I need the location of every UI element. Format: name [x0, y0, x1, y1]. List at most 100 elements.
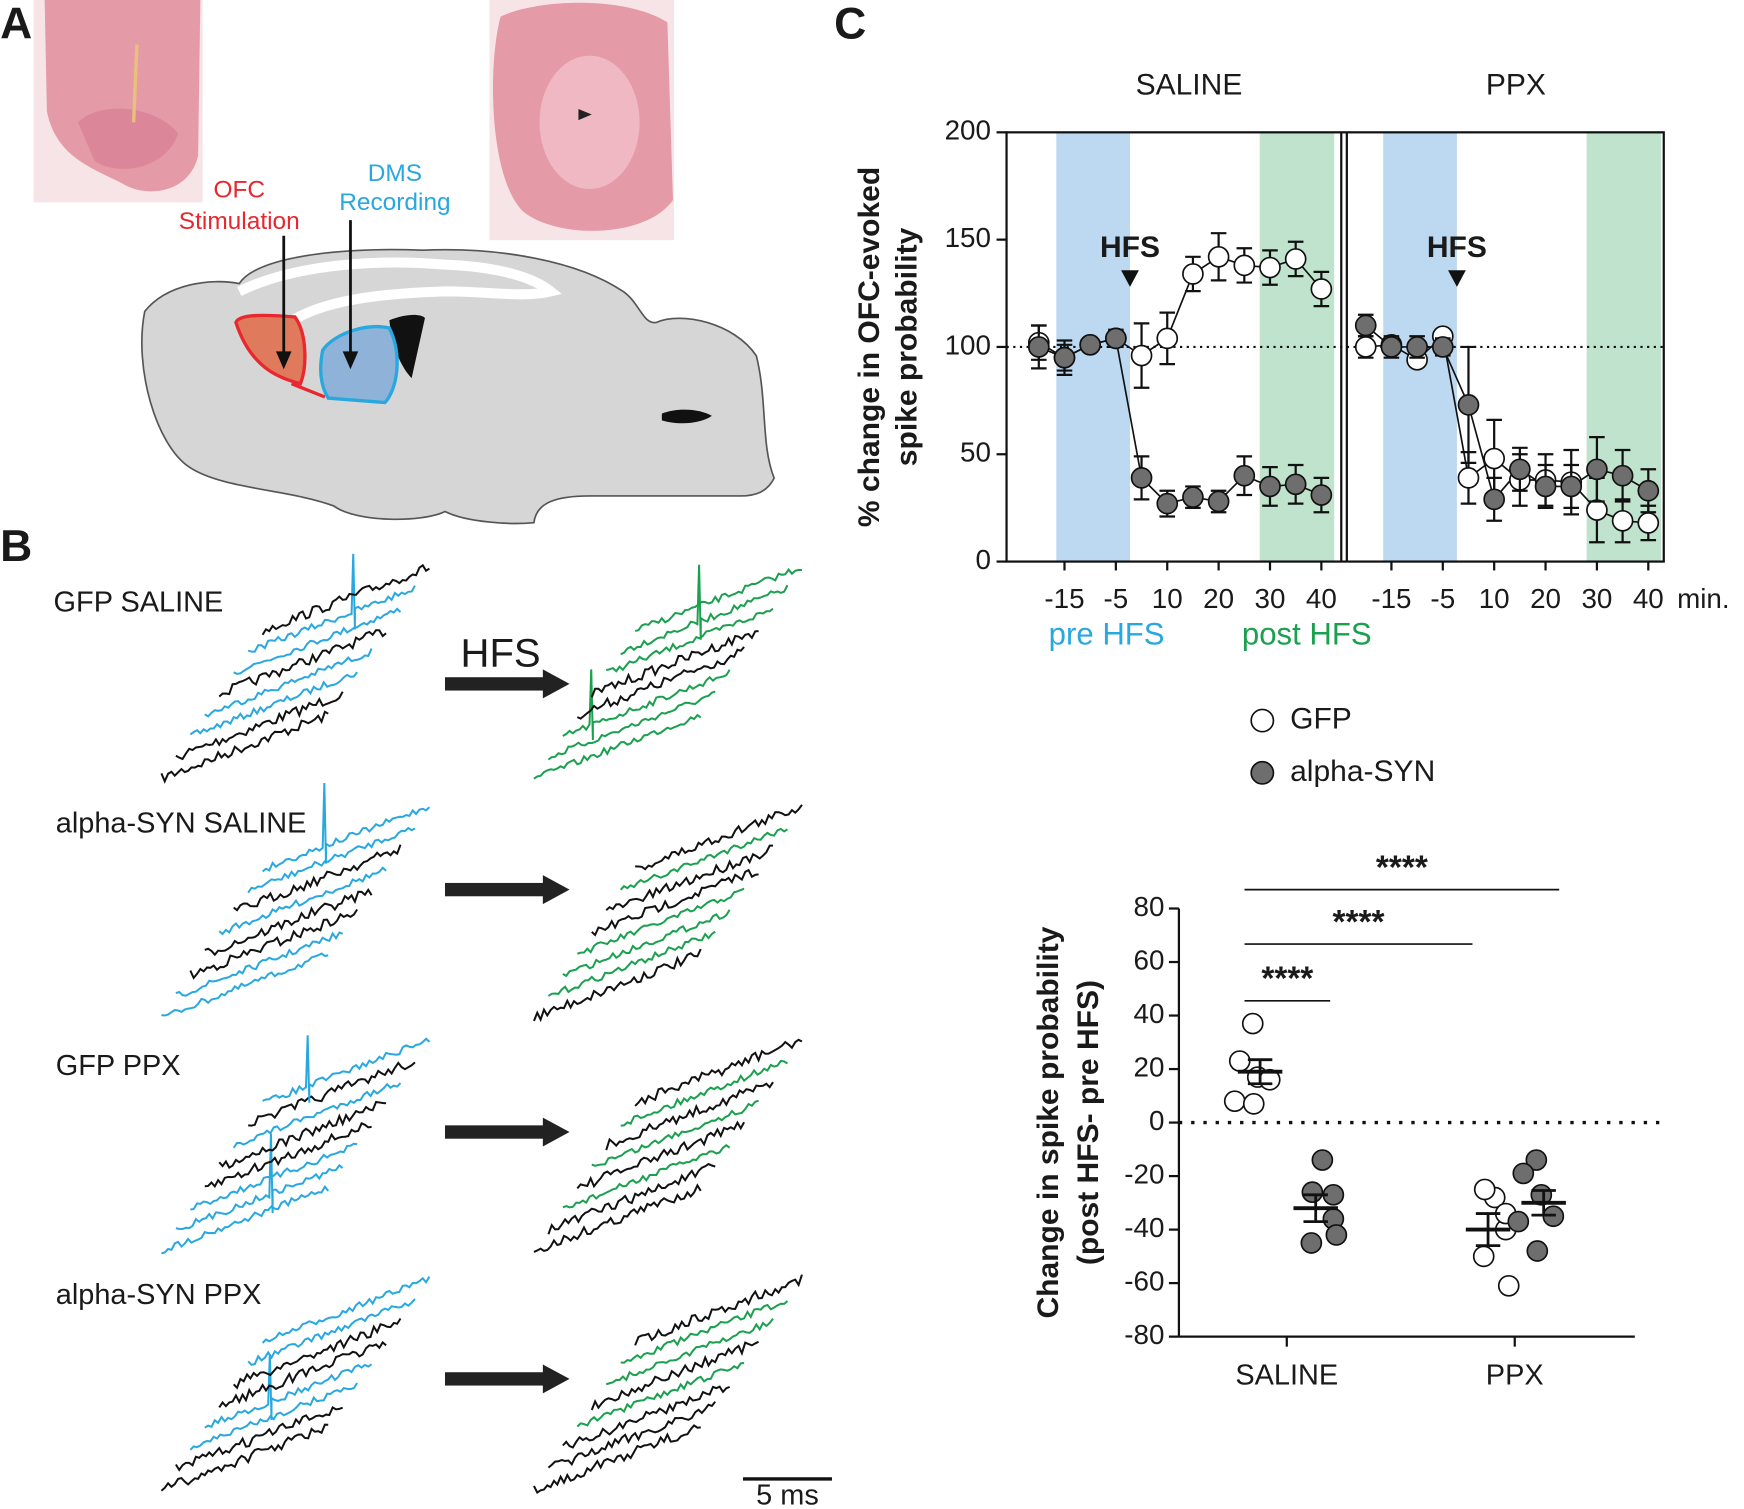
data-point: [1207, 245, 1230, 268]
trace: [247, 1298, 416, 1366]
trace: [547, 930, 716, 997]
data-point: [1284, 248, 1307, 270]
data-point: [1380, 336, 1403, 358]
arrow: [444, 1372, 546, 1386]
data-point: [1311, 1149, 1334, 1171]
trace: [620, 564, 789, 656]
region-label: Stimulation: [179, 208, 300, 235]
data-point: [1611, 509, 1634, 532]
trace: [547, 1162, 716, 1235]
trace: [189, 1382, 358, 1451]
data-point: [1611, 464, 1634, 487]
trace: [218, 1340, 387, 1409]
row-label: alpha-SYN SALINE: [56, 808, 307, 840]
legend-label: alpha-SYN: [1290, 755, 1435, 788]
trace: [189, 908, 358, 980]
trace: [204, 888, 373, 957]
trace: [562, 1385, 731, 1449]
legend-marker: [1250, 760, 1275, 785]
traces: [160, 553, 803, 1494]
trace: [634, 1274, 803, 1346]
trace: [261, 563, 430, 636]
hfs-label: HFS: [461, 632, 541, 676]
data-point: [1027, 336, 1050, 358]
trace: [619, 827, 789, 891]
trace: [160, 710, 329, 784]
y-axis-label-line: % change in OFC-evoked: [853, 167, 886, 527]
data-point: [1431, 336, 1454, 358]
trace: [204, 648, 373, 718]
x-unit: min.: [1677, 583, 1730, 614]
arrow: [542, 669, 570, 699]
arrow: [542, 875, 570, 905]
trace: [591, 868, 759, 937]
scale-label: 5 ms: [756, 1479, 819, 1509]
trace: [204, 1353, 373, 1429]
data-point: [1637, 479, 1660, 502]
y-tick-label: -80: [1124, 1319, 1164, 1350]
x-tick-label: 30: [1581, 583, 1612, 614]
trace: [248, 1061, 416, 1127]
y-axis-label-line: spike probability: [891, 227, 924, 466]
panel-label: A: [0, 0, 32, 48]
x-tick-label: 10: [1479, 583, 1510, 614]
trace: [160, 1423, 329, 1492]
data-point: [1512, 1162, 1535, 1185]
trace: [161, 952, 329, 1017]
band-label: pre HFS: [1049, 616, 1165, 651]
arrow: [444, 882, 546, 897]
data-point: [1156, 327, 1179, 350]
trace: [576, 646, 745, 720]
x-tick-label: 40: [1306, 583, 1337, 614]
trace: [562, 909, 731, 978]
legend-marker: [1250, 708, 1275, 733]
x-tick-label: 20: [1203, 583, 1234, 614]
trace: [605, 1081, 774, 1151]
annotation-arrow: [1448, 270, 1466, 287]
data-point: [1310, 484, 1333, 506]
data-point: [1105, 327, 1127, 350]
row-label: alpha-SYN PPX: [56, 1279, 262, 1311]
data-point: [1182, 263, 1204, 285]
significance-label: ****: [1261, 961, 1313, 998]
trace: [576, 1120, 745, 1190]
data-point: [1325, 1224, 1348, 1246]
y-tick-label: 80: [1134, 891, 1165, 922]
data-point: [1223, 1090, 1246, 1113]
legend-label: GFP: [1290, 703, 1352, 736]
trace: [261, 1276, 431, 1344]
annotation: HFS: [1427, 231, 1487, 264]
trace: [591, 1099, 759, 1167]
trace: [204, 1122, 372, 1189]
data-point: [1457, 467, 1480, 489]
trace: [590, 630, 759, 698]
trace: [247, 553, 416, 653]
data-point: [1534, 475, 1557, 498]
y-tick-label: 60: [1134, 944, 1165, 975]
data-point: [1182, 486, 1204, 509]
data-point: [1233, 254, 1256, 277]
data-point: [1637, 512, 1660, 534]
region-label: OFC: [213, 177, 265, 204]
data-point: [1241, 1012, 1264, 1035]
trace: [533, 713, 702, 780]
histology-left: [33, 0, 203, 203]
data-point: [1310, 278, 1333, 300]
data-point: [1228, 1050, 1251, 1072]
data-point: [1560, 475, 1583, 498]
row-label: GFP PPX: [56, 1050, 181, 1082]
y-axis-label: % change in OFC-evoked spike probability: [853, 167, 924, 527]
trace: [634, 568, 802, 632]
trace: [533, 948, 702, 1023]
data-point: [1472, 1245, 1495, 1268]
data-point: [1507, 1210, 1530, 1233]
trace: [247, 826, 416, 894]
trace: [175, 1406, 344, 1472]
trace: [232, 1317, 402, 1390]
x-tick-label: -5: [1104, 583, 1129, 614]
x-tick-label: PPX: [1486, 1359, 1544, 1391]
trace: [262, 1035, 431, 1103]
y-tick-label: -60: [1124, 1265, 1164, 1296]
